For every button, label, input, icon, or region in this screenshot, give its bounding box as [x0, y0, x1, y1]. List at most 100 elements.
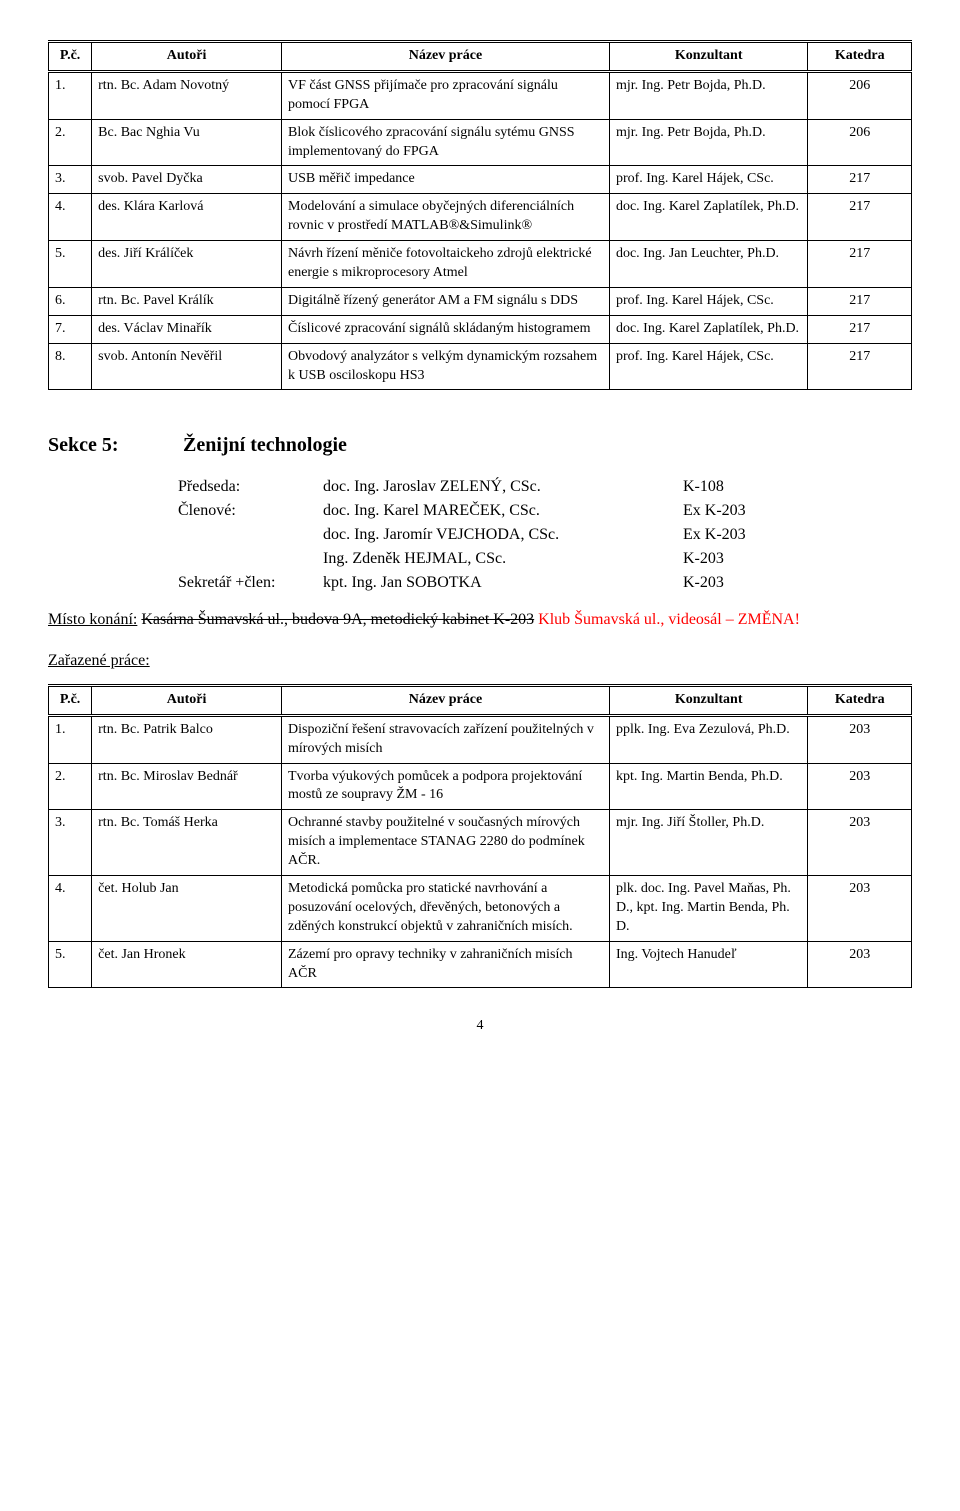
- cell-nazev: Metodická pomůcka pro statické navrhován…: [282, 875, 610, 941]
- cell-konz: doc. Ing. Karel Zaplatílek, Ph.D.: [609, 315, 807, 343]
- zarazene-label: Zařazené práce:: [48, 652, 912, 670]
- cell-autori: des. Jiří Králíček: [92, 241, 282, 288]
- cell-konz: mjr. Ing. Jiří Štoller, Ph.D.: [609, 810, 807, 876]
- committee-name: Ing. Zdeněk HEJMAL, CSc.: [323, 547, 683, 571]
- table-row: 8.svob. Antonín NevěřilObvodový analyzát…: [49, 343, 912, 390]
- committee-code: Ex K-203: [683, 499, 746, 523]
- header-autori: Autoři: [92, 42, 282, 72]
- cell-autori: rtn. Bc. Tomáš Herka: [92, 810, 282, 876]
- committee-name: kpt. Ing. Jan SOBOTKA: [323, 571, 683, 595]
- header-konz: Konzultant: [609, 685, 807, 715]
- cell-pc: 5.: [49, 941, 92, 988]
- cell-katedra: 203: [808, 715, 912, 763]
- cell-autori: des. Václav Minařík: [92, 315, 282, 343]
- cell-katedra: 203: [808, 941, 912, 988]
- cell-konz: plk. doc. Ing. Pavel Maňas, Ph. D., kpt.…: [609, 875, 807, 941]
- cell-katedra: 217: [808, 241, 912, 288]
- committee-block: Předseda:doc. Ing. Jaroslav ZELENÝ, CSc.…: [178, 475, 912, 595]
- header-katedra: Katedra: [808, 42, 912, 72]
- committee-name: doc. Ing. Jaroslav ZELENÝ, CSc.: [323, 475, 683, 499]
- table-row: 1.rtn. Bc. Patrik BalcoDispoziční řešení…: [49, 715, 912, 763]
- misto-konani: Místo konání: Kasárna Šumavská ul., budo…: [48, 609, 912, 631]
- cell-autori: rtn. Bc. Pavel Králík: [92, 287, 282, 315]
- header-pc: P.č.: [49, 685, 92, 715]
- table-row: 5.des. Jiří KrálíčekNávrh řízení měniče …: [49, 241, 912, 288]
- table-row: 6.rtn. Bc. Pavel KrálíkDigitálně řízený …: [49, 287, 912, 315]
- table-row: 2.rtn. Bc. Miroslav BednářTvorba výukový…: [49, 763, 912, 810]
- committee-role: Členové:: [178, 499, 323, 523]
- cell-nazev: Blok číslicového zpracování signálu syté…: [282, 119, 610, 166]
- committee-row: Předseda:doc. Ing. Jaroslav ZELENÝ, CSc.…: [178, 475, 912, 499]
- cell-konz: pplk. Ing. Eva Zezulová, Ph.D.: [609, 715, 807, 763]
- cell-pc: 5.: [49, 241, 92, 288]
- cell-autori: rtn. Bc. Patrik Balco: [92, 715, 282, 763]
- cell-nazev: Digitálně řízený generátor AM a FM signá…: [282, 287, 610, 315]
- misto-label: Místo konání:: [48, 611, 137, 628]
- header-autori: Autoři: [92, 685, 282, 715]
- cell-pc: 1.: [49, 71, 92, 119]
- header-pc: P.č.: [49, 42, 92, 72]
- table-row: 5.čet. Jan HronekZázemí pro opravy techn…: [49, 941, 912, 988]
- header-nazev: Název práce: [282, 685, 610, 715]
- cell-autori: rtn. Bc. Miroslav Bednář: [92, 763, 282, 810]
- cell-pc: 3.: [49, 166, 92, 194]
- table-row: 4.des. Klára KarlováModelování a simulac…: [49, 194, 912, 241]
- cell-pc: 8.: [49, 343, 92, 390]
- header-nazev: Název práce: [282, 42, 610, 72]
- cell-pc: 3.: [49, 810, 92, 876]
- cell-autori: čet. Holub Jan: [92, 875, 282, 941]
- cell-katedra: 217: [808, 315, 912, 343]
- cell-katedra: 206: [808, 119, 912, 166]
- committee-code: Ex K-203: [683, 523, 746, 547]
- committee-code: K-203: [683, 547, 724, 571]
- section-label: Sekce 5:: [48, 434, 178, 457]
- committee-name: doc. Ing. Karel MAREČEK, CSc.: [323, 499, 683, 523]
- committee-role: [178, 523, 323, 547]
- cell-konz: prof. Ing. Karel Hájek, CSc.: [609, 166, 807, 194]
- cell-pc: 4.: [49, 194, 92, 241]
- cell-autori: čet. Jan Hronek: [92, 941, 282, 988]
- cell-pc: 2.: [49, 763, 92, 810]
- committee-code: K-203: [683, 571, 724, 595]
- cell-katedra: 217: [808, 194, 912, 241]
- cell-katedra: 217: [808, 166, 912, 194]
- cell-konz: Ing. Vojtech Hanudeľ: [609, 941, 807, 988]
- committee-role: Předseda:: [178, 475, 323, 499]
- table-row: 2.Bc. Bac Nghia VuBlok číslicového zprac…: [49, 119, 912, 166]
- header-katedra: Katedra: [808, 685, 912, 715]
- cell-nazev: Modelování a simulace obyčejných diferen…: [282, 194, 610, 241]
- cell-konz: mjr. Ing. Petr Bojda, Ph.D.: [609, 71, 807, 119]
- committee-name: doc. Ing. Jaromír VEJCHODA, CSc.: [323, 523, 683, 547]
- cell-pc: 7.: [49, 315, 92, 343]
- header-konz: Konzultant: [609, 42, 807, 72]
- cell-pc: 4.: [49, 875, 92, 941]
- cell-katedra: 217: [808, 343, 912, 390]
- cell-konz: doc. Ing. Karel Zaplatílek, Ph.D.: [609, 194, 807, 241]
- cell-autori: svob. Antonín Nevěřil: [92, 343, 282, 390]
- cell-pc: 1.: [49, 715, 92, 763]
- committee-code: K-108: [683, 475, 724, 499]
- table-row: 3.svob. Pavel DyčkaUSB měřič impedancepr…: [49, 166, 912, 194]
- table-header-row: P.č. Autoři Název práce Konzultant Kated…: [49, 42, 912, 72]
- cell-nazev: Zázemí pro opravy techniky v zahraničníc…: [282, 941, 610, 988]
- table-header-row: P.č. Autoři Název práce Konzultant Kated…: [49, 685, 912, 715]
- cell-pc: 6.: [49, 287, 92, 315]
- works-table-top: P.č. Autoři Název práce Konzultant Kated…: [48, 40, 912, 390]
- cell-nazev: Tvorba výukových pomůcek a podpora proje…: [282, 763, 610, 810]
- cell-autori: des. Klára Karlová: [92, 194, 282, 241]
- table-row: 3.rtn. Bc. Tomáš HerkaOchranné stavby po…: [49, 810, 912, 876]
- cell-konz: prof. Ing. Karel Hájek, CSc.: [609, 343, 807, 390]
- cell-nazev: Dispoziční řešení stravovacích zařízení …: [282, 715, 610, 763]
- cell-nazev: Návrh řízení měniče fotovoltaickeho zdro…: [282, 241, 610, 288]
- cell-konz: kpt. Ing. Martin Benda, Ph.D.: [609, 763, 807, 810]
- committee-row: Členové:doc. Ing. Karel MAREČEK, CSc.Ex …: [178, 499, 912, 523]
- cell-konz: mjr. Ing. Petr Bojda, Ph.D.: [609, 119, 807, 166]
- cell-pc: 2.: [49, 119, 92, 166]
- cell-konz: doc. Ing. Jan Leuchter, Ph.D.: [609, 241, 807, 288]
- cell-nazev: VF část GNSS přijímače pro zpracování si…: [282, 71, 610, 119]
- committee-role: Sekretář +člen:: [178, 571, 323, 595]
- committee-role: [178, 547, 323, 571]
- works-table-bottom: P.č. Autoři Název práce Konzultant Kated…: [48, 684, 912, 989]
- table-row: 1.rtn. Bc. Adam NovotnýVF část GNSS přij…: [49, 71, 912, 119]
- cell-katedra: 203: [808, 810, 912, 876]
